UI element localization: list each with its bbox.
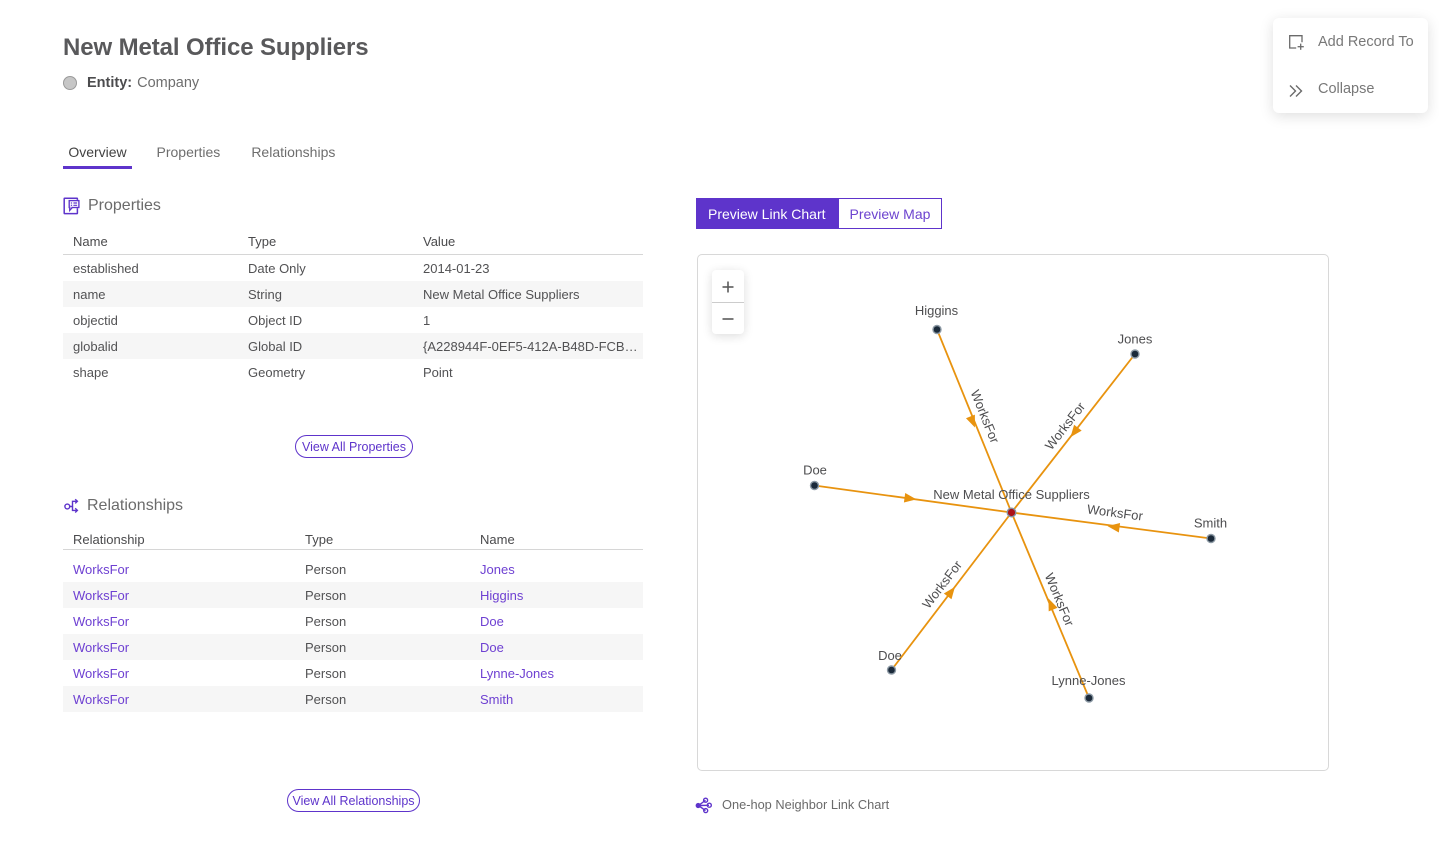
svg-text:Doe: Doe	[803, 463, 827, 478]
svg-text:Lynne-Jones: Lynne-Jones	[1052, 673, 1126, 688]
svg-text:WorksFor: WorksFor	[1086, 501, 1144, 523]
svg-text:Smith: Smith	[1194, 516, 1227, 531]
svg-text:Higgins: Higgins	[915, 303, 959, 318]
svg-text:Doe: Doe	[878, 648, 902, 663]
svg-text:Jones: Jones	[1118, 332, 1153, 347]
svg-text:New Metal Office Suppliers: New Metal Office Suppliers	[933, 487, 1090, 502]
